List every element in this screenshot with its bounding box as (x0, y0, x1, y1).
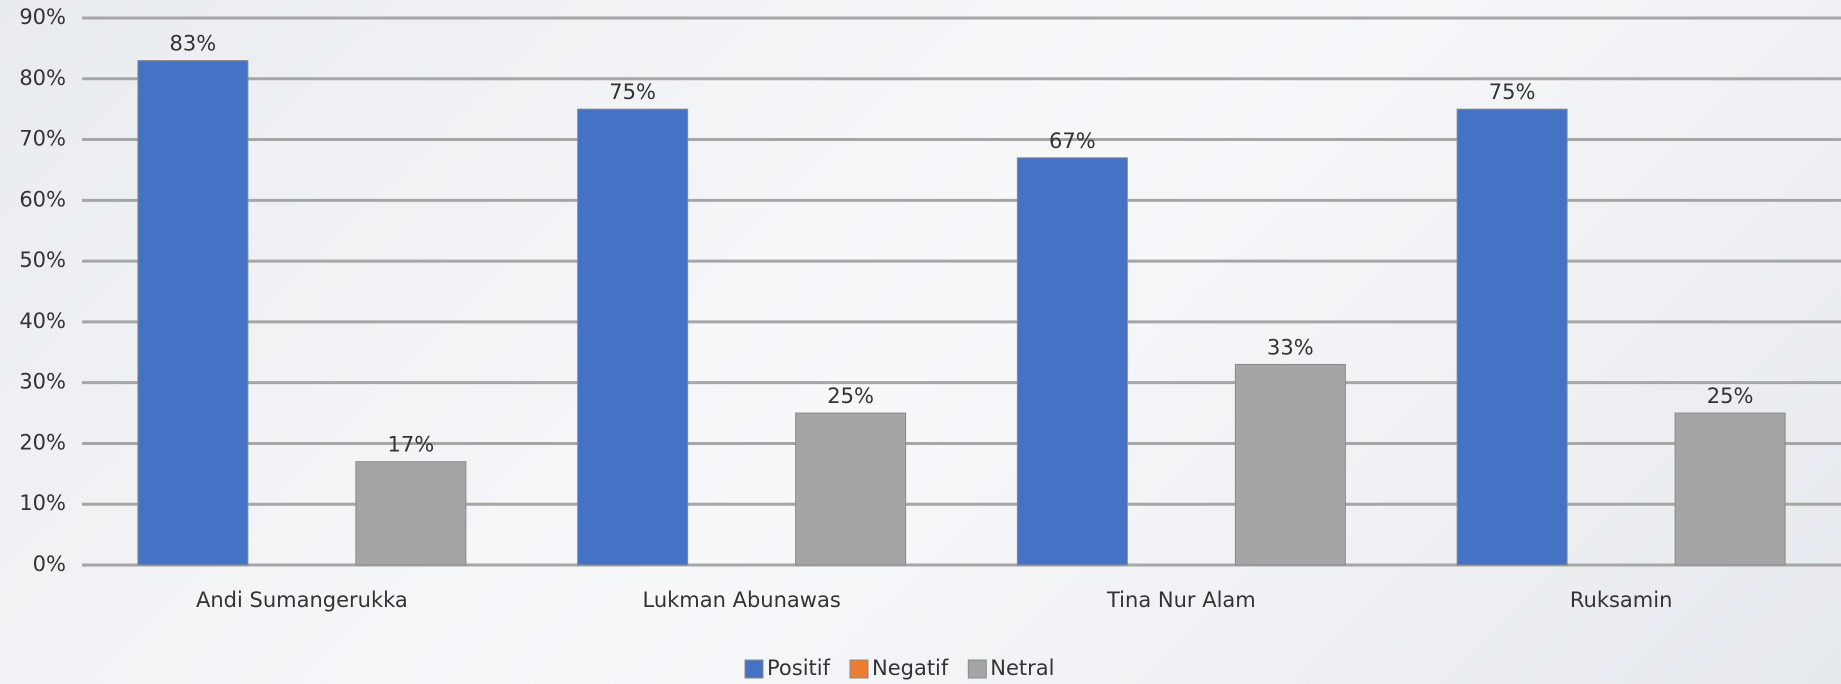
data-label: 75% (609, 80, 656, 104)
y-tick-label: 60% (19, 187, 66, 211)
data-label: 33% (1267, 335, 1314, 359)
legend-label: Netral (990, 656, 1054, 680)
x-tick-label: Lukman Abunawas (642, 588, 840, 612)
data-label: 67% (1049, 129, 1096, 153)
y-tick-label: 20% (19, 430, 66, 454)
data-label: 83% (170, 32, 217, 56)
bar (1674, 412, 1786, 566)
y-tick-label: 50% (19, 248, 66, 272)
x-tick-label: Tina Nur Alam (1106, 588, 1256, 612)
data-label: 25% (1707, 384, 1754, 408)
data-label: 75% (1489, 80, 1536, 104)
bar (795, 412, 907, 566)
data-label: 17% (388, 433, 435, 457)
y-tick-label: 70% (19, 127, 66, 151)
y-tick-label: 0% (33, 552, 66, 576)
data-label: 25% (827, 384, 874, 408)
x-tick-label: Andi Sumangerukka (196, 588, 408, 612)
bar (577, 108, 689, 566)
bar (1456, 108, 1568, 566)
y-tick-label: 40% (19, 309, 66, 333)
bar (137, 60, 249, 566)
legend-swatch (849, 659, 869, 679)
x-tick-label: Ruksamin (1570, 588, 1673, 612)
legend-swatch (967, 659, 987, 679)
y-tick-label: 10% (19, 491, 66, 515)
legend-label: Negatif (872, 656, 949, 680)
y-tick-label: 90% (19, 5, 66, 29)
bar (355, 461, 467, 566)
legend-swatch (744, 659, 764, 679)
bar (1016, 157, 1128, 566)
y-tick-label: 30% (19, 370, 66, 394)
y-tick-label: 80% (19, 66, 66, 90)
legend-label: Positif (767, 656, 831, 680)
bar (1234, 363, 1346, 566)
